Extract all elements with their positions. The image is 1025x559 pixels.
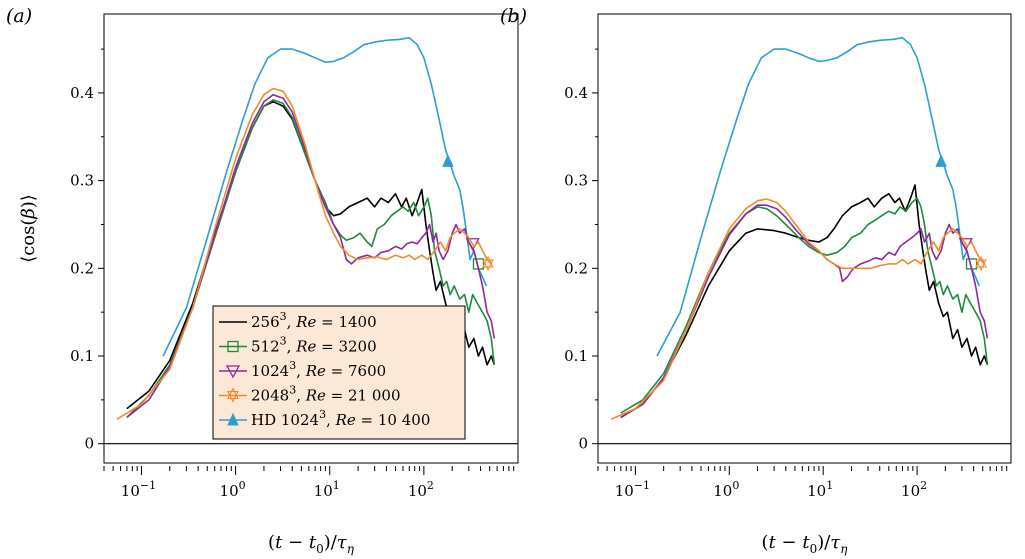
x-tick-label: 101 xyxy=(314,479,340,500)
legend-marker xyxy=(227,412,239,426)
y-tick-label: 0.4 xyxy=(564,84,588,102)
legend-entry: 2563, Re = 1400 xyxy=(219,310,377,331)
x-tick-label: 101 xyxy=(807,479,833,500)
y-tick-label: 0.3 xyxy=(70,172,94,190)
y-tick-label: 0.2 xyxy=(564,259,588,277)
series-line xyxy=(126,99,496,418)
series-marker xyxy=(482,255,494,272)
legend-entry: HD 10243, Re = 10 400 xyxy=(219,408,430,429)
y-tick-label: 0 xyxy=(84,435,94,453)
series-2 xyxy=(620,184,989,419)
x-axis-label: (t − t0)/τη xyxy=(762,532,849,556)
legend: 2563, Re = 1400 5123, Re = 3200 10243, Re … xyxy=(212,305,466,440)
legend-entry: 20483, Re = 21 000 xyxy=(219,384,401,405)
x-tick-label: 100 xyxy=(713,479,739,500)
x-tick-label: 102 xyxy=(408,479,434,500)
y-tick-label: 0.1 xyxy=(564,347,588,365)
series-5 xyxy=(610,198,987,420)
panel-label: (b) xyxy=(500,5,527,27)
y-tick-label: 0.2 xyxy=(70,259,94,277)
legend-label: 20483, Re = 21 000 xyxy=(251,384,401,405)
series-line xyxy=(126,93,496,419)
series-line xyxy=(656,36,981,357)
legend-label: 5123, Re = 3200 xyxy=(251,335,377,356)
series-marker xyxy=(975,255,987,272)
legend-entry: 10243, Re = 7600 xyxy=(219,359,386,380)
y-tick-label: 0 xyxy=(578,435,588,453)
series-1 xyxy=(162,36,488,357)
series-marker xyxy=(442,154,454,167)
x-tick-label: 10−1 xyxy=(121,479,156,500)
legend-marker xyxy=(227,340,239,353)
legend-label: 2563, Re = 1400 xyxy=(251,310,377,331)
plot-frame xyxy=(597,13,1012,464)
series-line xyxy=(620,197,989,414)
y-axis-label: ⟨cos(β)⟩ xyxy=(18,194,39,263)
chart-panel-2: 0 0.1 0.2 0.3 0.4 10−1 100 101 102 (t − t0)/τη (b) xyxy=(500,5,1012,556)
y-tick-label: 0.3 xyxy=(564,172,588,190)
series-line xyxy=(162,36,488,357)
x-tick-label: 102 xyxy=(901,479,927,500)
y-tick-label: 0.1 xyxy=(70,347,94,365)
x-axis-label: (t − t0)/τη xyxy=(268,532,355,556)
x-tick-label: 10−1 xyxy=(615,479,650,500)
series-1 xyxy=(656,36,981,357)
series-5 xyxy=(116,87,494,420)
legend-label: 10243, Re = 7600 xyxy=(251,359,386,380)
legend-marker xyxy=(227,387,239,403)
legend-label: HD 10243, Re = 10 400 xyxy=(251,408,430,429)
legend-entry: 5123, Re = 3200 xyxy=(219,335,377,356)
series-3 xyxy=(620,197,989,414)
x-tick-label: 100 xyxy=(220,479,246,500)
series-line xyxy=(620,184,989,419)
legend-box xyxy=(212,305,466,440)
series-line xyxy=(620,204,989,419)
y-tick-label: 0.4 xyxy=(70,84,94,102)
legend-marker xyxy=(225,365,241,379)
series-line xyxy=(610,198,985,420)
chart-panel-1: 0 0.1 0.2 0.3 0.4 10−1 100 101 102 (t − t0)/τη ⟨co… xyxy=(6,5,519,556)
panel-label: (a) xyxy=(6,5,32,27)
series-marker xyxy=(935,154,947,167)
series-line xyxy=(116,87,492,420)
plot-frame xyxy=(103,13,519,464)
